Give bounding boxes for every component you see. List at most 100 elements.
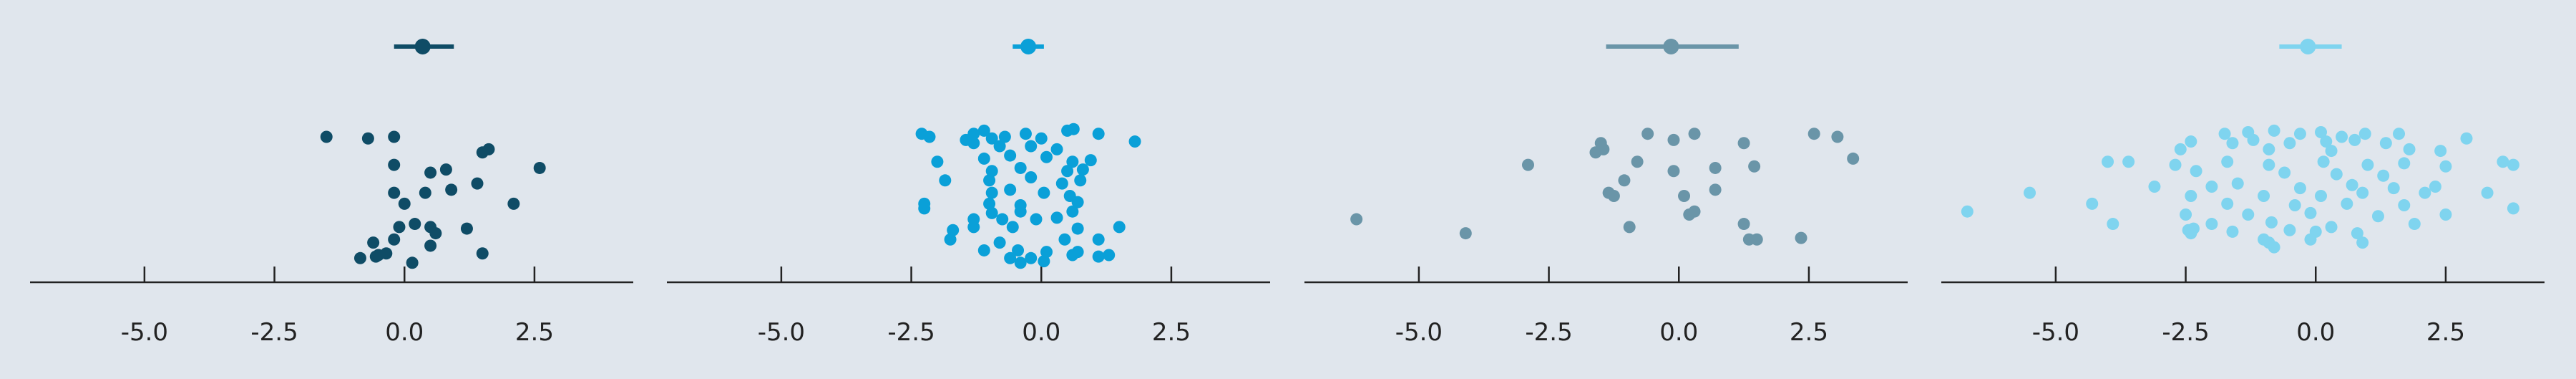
data-point	[398, 197, 411, 210]
data-point	[2293, 182, 2306, 195]
data-point	[1014, 256, 1027, 269]
data-point	[2393, 128, 2406, 140]
data-point	[1055, 177, 1068, 190]
mean-marker	[2300, 39, 2316, 54]
data-point	[2336, 130, 2348, 143]
data-point	[2226, 225, 2239, 238]
data-point	[985, 206, 998, 219]
data-point	[1067, 123, 1080, 135]
data-point	[1040, 150, 1053, 163]
data-point	[409, 218, 421, 231]
data-point	[1737, 137, 1750, 150]
mean-marker	[1020, 39, 1037, 54]
data-point	[1066, 155, 1079, 168]
data-point	[2434, 145, 2447, 158]
data-point	[471, 177, 484, 190]
data-point	[996, 213, 1009, 226]
data-point	[2351, 227, 2363, 240]
data-point	[977, 152, 990, 165]
data-point	[476, 247, 489, 260]
data-point	[1521, 158, 1534, 171]
x-tick-label: -2.5	[250, 318, 298, 347]
data-point	[918, 202, 931, 215]
data-point	[1025, 171, 1038, 183]
data-point	[2325, 145, 2338, 158]
x-tick-label: -5.0	[758, 318, 805, 347]
x-tick-label: -5.0	[121, 318, 168, 347]
data-point	[1038, 186, 1050, 199]
data-point	[2387, 182, 2400, 195]
data-point	[1004, 149, 1017, 162]
data-point	[2320, 135, 2333, 148]
data-point	[2419, 186, 2431, 199]
data-point	[2024, 186, 2036, 199]
data-point	[2408, 218, 2421, 231]
data-point	[1631, 155, 1644, 168]
data-point	[2190, 165, 2202, 178]
data-point	[439, 163, 452, 176]
data-point	[993, 236, 1006, 249]
data-point	[2398, 199, 2411, 212]
data-point	[1667, 133, 1680, 146]
data-point	[931, 155, 944, 168]
x-tick-label: -2.5	[2162, 318, 2209, 347]
data-point	[2507, 202, 2519, 215]
x-tick-label: 2.5	[1152, 318, 1191, 347]
data-point	[1641, 128, 1654, 140]
data-point	[1071, 222, 1084, 235]
data-point	[1350, 213, 1363, 226]
data-point	[1678, 190, 1691, 202]
data-point	[1113, 221, 1126, 234]
chart-panel-4: -5.0 -2.5 0.0 2.5	[1941, 39, 2545, 347]
mean-marker	[1663, 39, 1679, 54]
data-point	[1004, 183, 1017, 196]
data-point	[1092, 128, 1105, 140]
data-point	[2341, 197, 2353, 210]
data-point	[2283, 137, 2296, 150]
data-point	[1035, 132, 1048, 145]
data-point	[2325, 221, 2338, 234]
data-point	[2288, 199, 2301, 212]
data-point	[2258, 190, 2270, 202]
data-point	[2315, 126, 2328, 139]
data-point	[985, 186, 998, 199]
data-point	[947, 224, 960, 236]
x-tick-label: -2.5	[1525, 318, 1572, 347]
data-point	[1084, 154, 1097, 167]
data-point	[2185, 190, 2197, 202]
data-point	[388, 130, 401, 143]
data-point	[2122, 155, 2135, 168]
data-point	[2361, 158, 2374, 171]
data-point	[388, 158, 401, 171]
data-point	[1607, 190, 1620, 202]
mean-marker	[414, 39, 431, 54]
data-point	[2247, 133, 2260, 146]
data-point	[2086, 197, 2099, 210]
data-point	[406, 256, 419, 269]
x-tick-label: 0.0	[2296, 318, 2335, 347]
data-point	[2460, 132, 2473, 145]
data-point	[1831, 130, 1844, 143]
data-point	[1050, 143, 1063, 155]
data-point	[369, 250, 382, 263]
x-tick-label: 0.0	[385, 318, 424, 347]
data-point	[1128, 135, 1141, 148]
data-point	[361, 132, 374, 145]
data-point	[1807, 128, 1820, 140]
x-tick-label: 0.0	[1022, 318, 1060, 347]
x-tick-label: -2.5	[887, 318, 935, 347]
data-point	[1750, 233, 1763, 246]
x-tick-label: 2.5	[515, 318, 554, 347]
data-point	[2148, 180, 2161, 193]
data-point	[1061, 165, 1074, 178]
chart-panel-1: -5.0 -2.5 0.0 2.5	[30, 39, 633, 347]
data-point	[2205, 180, 2218, 193]
data-point	[2263, 158, 2275, 171]
data-point	[2377, 169, 2390, 182]
data-point	[507, 197, 520, 210]
data-point	[923, 130, 936, 143]
data-point	[1847, 152, 1860, 165]
data-point	[1076, 163, 1089, 176]
